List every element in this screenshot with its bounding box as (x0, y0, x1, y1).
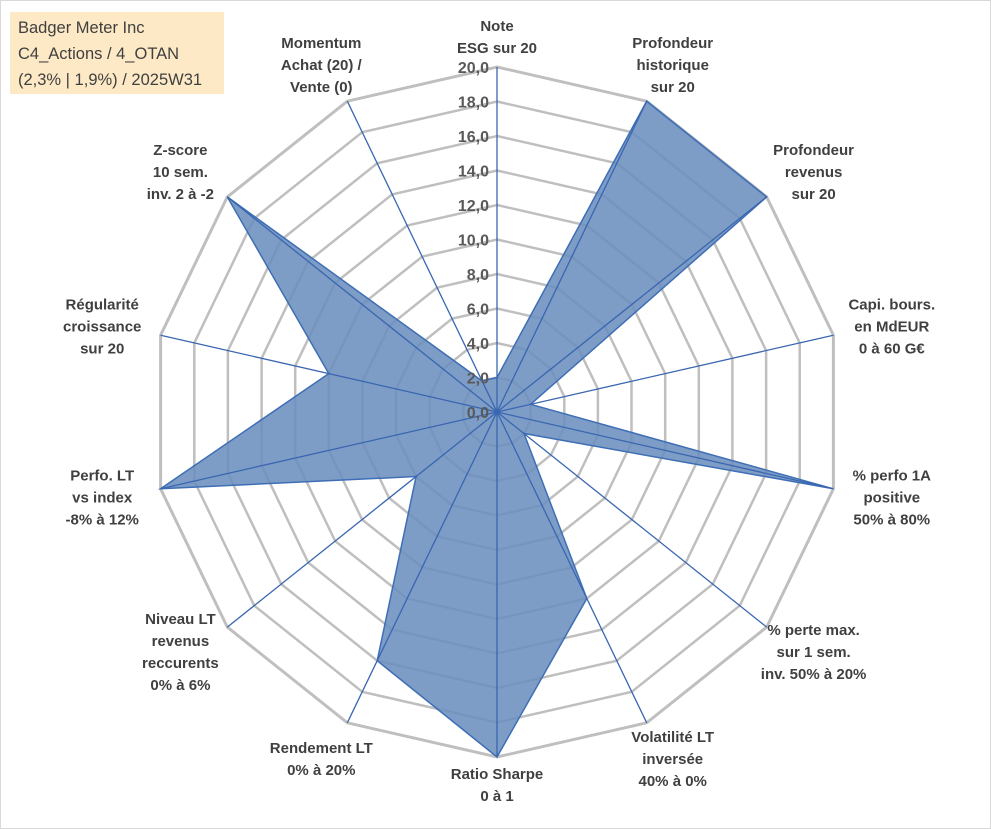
axis-label-line: inv. 2 à -2 (147, 186, 214, 203)
axis-label: Perfo. LT vs index -8% à 12% (66, 468, 139, 529)
axis-label-line: sur 20 (651, 79, 695, 96)
axis-label-line: 0% à 6% (150, 677, 210, 694)
axis-label-line: 0 à 60 G€ (859, 340, 926, 357)
axis-label-line: Rendement LT (270, 740, 373, 757)
tick-label: 12,0 (458, 198, 489, 215)
axis-spoke (496, 100, 648, 413)
axis-label: Niveau LT revenus reccurents 0% à 6% (142, 611, 219, 694)
axis-spoke (160, 411, 498, 490)
axis-spoke (496, 411, 648, 724)
axis-label-line: 10 sem. (153, 164, 208, 181)
radar-tick-labels: 0,0 2,0 4,0 6,0 8,0 10,0 12,0 14,0 16,0 18,0 20,0 (458, 60, 489, 422)
axis-label: % perfo 1A positive 50% à 80% (853, 468, 932, 529)
axis-label-line: Achat (20) / (281, 57, 363, 74)
tick-label: 6,0 (467, 302, 489, 319)
axis-spoke (496, 411, 834, 490)
axis-spoke (496, 411, 768, 628)
axis-spoke (226, 196, 498, 413)
axis-label-line: sur 20 (791, 186, 835, 203)
axis-label-line: historique (636, 57, 709, 74)
axis-label-line: % perte max. (767, 622, 860, 639)
axis-spoke (226, 411, 498, 628)
axis-label-line: sur 20 (80, 340, 124, 357)
axis-label-line: en MdEUR (854, 318, 929, 335)
axis-label-line: vs index (72, 490, 133, 507)
axis-label-line: Régularité (66, 296, 139, 313)
axis-label-line: Perfo. LT (70, 468, 134, 485)
axis-label-line: 0% à 20% (287, 762, 355, 779)
axis-label-line: 50% à 80% (853, 512, 930, 529)
axis-spoke (496, 196, 768, 413)
axis-spoke (160, 334, 498, 413)
tick-label: 20,0 (458, 60, 489, 77)
axis-label: Note ESG sur 20 (457, 18, 537, 57)
axis-label-line: Niveau LT (145, 611, 216, 628)
axis-label: Capi. bours. en MdEUR 0 à 60 G€ (848, 296, 935, 357)
axis-label-line: Profondeur (632, 35, 713, 52)
tick-label: 10,0 (458, 233, 489, 250)
axis-spoke (346, 100, 498, 413)
axis-label-line: -8% à 12% (66, 512, 139, 529)
chart-title-box: Badger Meter Inc C4_Actions / 4_OTAN (2,… (10, 12, 224, 94)
tick-label: 4,0 (467, 336, 489, 353)
axis-label-line: 0 à 1 (480, 788, 513, 805)
axis-label-line: croissance (63, 318, 141, 335)
axis-label-line: Ratio Sharpe (451, 766, 544, 783)
axis-label-line: revenus (785, 164, 843, 181)
axis-label-line: positive (863, 490, 920, 507)
axis-label-line: ESG sur 20 (457, 40, 537, 57)
axis-label-line: Volatilité LT (631, 729, 714, 746)
title-line-period: (2,3% | 1,9%) / 2025W31 (18, 71, 203, 89)
axis-label-line: inv. 50% à 20% (761, 666, 867, 683)
axis-label: Momentum Achat (20) / Vente (0) (281, 35, 363, 96)
tick-label: 0,0 (467, 405, 489, 422)
axis-label-line: % perfo 1A (853, 468, 932, 485)
title-line-company: Badger Meter Inc (18, 19, 145, 37)
axis-label-line: Momentum (281, 35, 361, 52)
radar-axis-labels: Note ESG sur 20 Profondeur historique sur 20… (63, 18, 935, 805)
axis-label: Z-score 10 sem. inv. 2 à -2 (147, 142, 214, 203)
radar-spokes (160, 67, 834, 757)
axis-label-line: Capi. bours. (848, 296, 935, 313)
axis-label: Volatilité LT inversée 40% à 0% (631, 729, 714, 790)
axis-label-line: 40% à 0% (639, 773, 707, 790)
axis-label-line: reccurents (142, 655, 219, 672)
axis-label: Ratio Sharpe 0 à 1 (451, 766, 544, 805)
axis-label-line: inversée (642, 751, 703, 768)
axis-label: Profondeur historique sur 20 (632, 35, 713, 96)
axis-label-line: Note (480, 18, 513, 35)
axis-label: Rendement LT 0% à 20% (270, 740, 373, 779)
axis-label-line: Profondeur (773, 142, 854, 159)
axis-spoke (496, 334, 834, 413)
axis-spoke (346, 411, 498, 724)
tick-label: 18,0 (458, 95, 489, 112)
axis-label-line: Vente (0) (290, 79, 353, 96)
title-line-category: C4_Actions / 4_OTAN (18, 45, 180, 63)
axis-label: Régularité croissance sur 20 (63, 296, 141, 357)
axis-label-line: revenus (152, 633, 210, 650)
tick-label: 14,0 (458, 164, 489, 181)
axis-label-line: Z-score (153, 142, 207, 159)
tick-label: 8,0 (467, 267, 489, 284)
axis-label: % perte max. sur 1 sem. inv. 50% à 20% (761, 622, 867, 683)
axis-label-line: sur 1 sem. (776, 644, 850, 661)
tick-label: 16,0 (458, 129, 489, 146)
axis-label: Profondeur revenus sur 20 (773, 142, 854, 203)
tick-label: 2,0 (467, 371, 489, 388)
